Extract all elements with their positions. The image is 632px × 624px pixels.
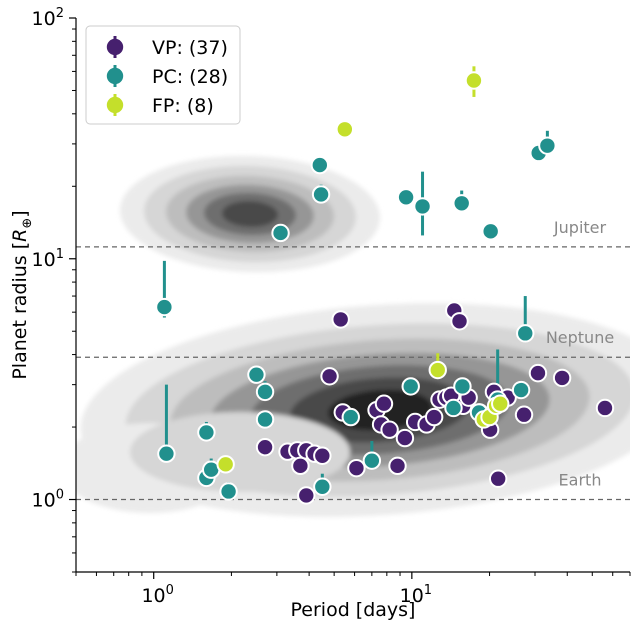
legend: VP: (37) PC: (28) FP: (8) [85, 25, 241, 125]
contour-level-1-5 [222, 200, 278, 228]
y-axis-label: Planet radius [R⊕] [9, 210, 35, 379]
tick-label-y: 101 [32, 247, 64, 271]
tick-label-y: 102 [32, 6, 64, 30]
reference-label-neptune: Neptune [546, 328, 614, 347]
data-point-fp [428, 360, 447, 380]
data-point-vp [488, 469, 508, 488]
data-point-pc [247, 365, 266, 384]
data-point-pc [396, 188, 416, 207]
data-point-vp [297, 486, 316, 505]
data-point-vp [313, 446, 332, 465]
data-point-pc [271, 223, 290, 243]
data-point-fp [216, 455, 235, 474]
data-point-vp [450, 312, 469, 331]
data-point-pc [310, 155, 330, 175]
data-point-pc [311, 185, 331, 204]
data-point-fp [464, 71, 484, 90]
data-point-pc [155, 297, 174, 317]
data-point-vp [374, 394, 394, 413]
tick-label-y: 100 [32, 488, 64, 512]
data-point-pc [516, 324, 535, 343]
data-point-pc [413, 197, 432, 216]
data-point-pc [444, 398, 463, 418]
data-point-vp [347, 458, 366, 478]
legend-label: VP: (37) [152, 37, 228, 59]
data-point-fp [491, 394, 510, 413]
legend-label: FP: (8) [152, 95, 214, 117]
data-point-vp [331, 310, 350, 329]
data-point-pc [362, 451, 382, 470]
legend-marker [106, 67, 124, 85]
data-point-vp [388, 456, 407, 476]
data-point-vp [380, 420, 399, 439]
data-point-vp [255, 437, 275, 457]
data-point-pc [538, 136, 557, 155]
data-point-pc [197, 423, 216, 442]
reference-label-jupiter: Jupiter [553, 218, 607, 237]
data-point-pc [255, 382, 275, 402]
data-point-pc [481, 222, 500, 241]
legend-frame [85, 25, 241, 125]
data-point-vp [552, 368, 572, 388]
ticks: 100 101 100 101 102 [32, 6, 631, 607]
legend-marker [106, 38, 124, 56]
data-point-pc [341, 407, 360, 427]
data-point-pc [157, 444, 176, 463]
legend-marker [106, 96, 124, 114]
data-point-vp [320, 367, 339, 386]
data-point-pc [511, 380, 531, 400]
data-point-pc [452, 194, 471, 213]
reference-label-earth: Earth [559, 471, 602, 490]
tick-label-x: 100 [141, 583, 173, 607]
data-point-fp [335, 120, 355, 139]
data-point-pc [219, 482, 238, 501]
data-point-vp [291, 456, 310, 476]
data-point-pc [453, 377, 472, 396]
data-point-pc [401, 377, 420, 396]
tick-label-x: 101 [400, 583, 432, 607]
data-point-pc [255, 410, 275, 429]
axes [75, 18, 630, 573]
reference-lines: Jupiter Neptune Earth [76, 218, 630, 501]
data-point-vp [395, 428, 415, 448]
data-point-vp [514, 405, 534, 424]
data-points [155, 71, 615, 505]
x-axis-label: Period [days] [291, 599, 416, 621]
data-point-vp [595, 398, 615, 418]
data-point-vp [528, 363, 548, 383]
legend-label: PC: (28) [152, 66, 228, 88]
data-point-pc [313, 477, 332, 496]
data-point-vp [424, 407, 444, 427]
